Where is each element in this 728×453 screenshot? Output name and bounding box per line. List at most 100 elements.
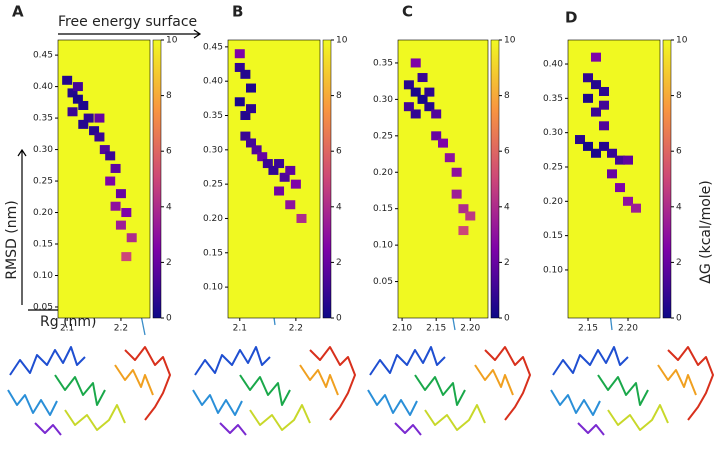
y-tick-label: 0.45 [203, 42, 223, 52]
heatmap-cell [94, 113, 105, 123]
arrow [17, 148, 27, 305]
y-tick-label: 0.35 [33, 114, 53, 124]
plot-frame [227, 39, 321, 319]
heatmap-cell [262, 159, 273, 169]
y-tick-label: 0.35 [543, 94, 563, 104]
y-tick-label: 0.20 [373, 168, 393, 178]
heatmap-cell [234, 97, 245, 107]
heatmap-cell [240, 111, 251, 121]
colorbar-tick-label: 2 [504, 258, 510, 268]
heatmap-cell [465, 211, 476, 221]
colorbar [322, 39, 332, 319]
heatmap-cell [403, 102, 414, 112]
heatmap-cell [246, 104, 256, 114]
heatmap-cell [438, 138, 448, 148]
x-tick-label: 2.2 [114, 324, 128, 334]
heatmap-cell [424, 87, 435, 97]
heatmap-cell [110, 201, 121, 211]
y-tick-label: 0.45 [33, 51, 53, 61]
heatmap-cell [410, 109, 421, 119]
y-tick-label: 0.30 [373, 95, 393, 105]
heatmap-cell [72, 94, 83, 104]
colorbar-tick-label: 6 [166, 147, 172, 157]
protein-structure [192, 346, 356, 436]
heatmap-cell [121, 208, 132, 218]
y-tick-label: 0.30 [33, 145, 53, 155]
y-tick-label: 0.10 [33, 271, 53, 281]
y-tick-label: 0.25 [543, 162, 563, 172]
plot-frame [397, 39, 489, 319]
colorbar-tick-label: 10 [504, 36, 516, 46]
panel-label: C [402, 3, 413, 21]
colorbar-tick-label: 10 [166, 36, 178, 46]
colorbar-tick-label: 0 [676, 314, 682, 324]
y-tick-label: 0.15 [203, 248, 223, 258]
heatmap-cell [583, 73, 593, 83]
heatmap-cell [274, 159, 285, 169]
heatmap-cell [285, 200, 296, 210]
heatmap-cell [583, 93, 593, 103]
heatmap-cell [575, 135, 585, 145]
heatmap-cell [410, 87, 421, 97]
colorbar-tick-label: 10 [336, 36, 348, 46]
heatmap-cell [458, 226, 469, 236]
heatmap-cell [99, 145, 110, 155]
heatmap-cell [78, 100, 89, 110]
x-tick-label: 2.1 [233, 324, 247, 334]
y-tick-label: 0.15 [373, 204, 393, 214]
heatmap-cell [72, 82, 83, 92]
colorbar-tick-label: 2 [676, 258, 682, 268]
colorbar-tick-label: 4 [676, 202, 682, 212]
heatmap-cell [268, 165, 279, 175]
heatmap-cell [615, 155, 625, 165]
y-tick-label: 0.10 [543, 265, 563, 275]
colorbar-tick-label: 10 [676, 36, 688, 46]
heatmap-cell [83, 113, 94, 123]
heatmap-cell [591, 80, 601, 90]
colorbar [152, 39, 162, 319]
y-tick-label: 0.35 [203, 111, 223, 121]
heatmap-cell [403, 80, 414, 90]
panel-label: B [232, 3, 243, 21]
x-tick-label: 2.15 [426, 324, 446, 334]
heatmap-cell [246, 83, 256, 93]
heatmap-cell [115, 189, 126, 199]
proteins [7, 346, 714, 436]
y-tick-label: 0.30 [543, 128, 563, 138]
y-tick-label: 0.25 [373, 131, 393, 141]
plot-background [228, 40, 320, 318]
y-tick-label: 0.15 [543, 231, 563, 241]
heatmap-cell [410, 58, 421, 68]
protein-structure [367, 346, 531, 436]
colorbar-tick-label: 8 [504, 91, 510, 101]
colorbar-tick-label: 0 [166, 314, 172, 324]
colorbar-tick-label: 0 [336, 314, 342, 324]
plot-frame [57, 39, 151, 319]
heatmap-cell [607, 148, 617, 158]
heatmap-cell [417, 73, 428, 83]
y-tick-label: 0.40 [543, 60, 563, 70]
heatmap-cell [591, 52, 601, 62]
title: Free energy surface [58, 14, 197, 30]
y-tick-label: 0.40 [33, 82, 53, 92]
colorbar-tick-label: 8 [676, 91, 682, 101]
protein-structure [550, 346, 714, 436]
heatmap-cell [623, 155, 633, 165]
colorbar-tick-label: 2 [336, 258, 342, 268]
heatmap-cell [599, 121, 609, 131]
colorbar-tick-label: 4 [336, 202, 342, 212]
heatmap-cell [615, 183, 625, 193]
heatmap-cell [285, 165, 296, 175]
y-tick-label: 0.15 [33, 240, 53, 250]
colorbar-tick-label: 0 [504, 314, 510, 324]
heatmap-cell [431, 131, 442, 141]
heatmap-cell [591, 107, 601, 117]
heatmap-cell [444, 153, 455, 163]
y-tick-label: 0.25 [203, 180, 223, 190]
heatmap-cell [417, 94, 428, 104]
heatmap-cell [126, 233, 137, 243]
heatmap-cell [599, 141, 609, 151]
y-tick-label: 0.25 [33, 177, 53, 187]
heatmap-cell [234, 49, 245, 59]
plot-background [568, 40, 660, 318]
